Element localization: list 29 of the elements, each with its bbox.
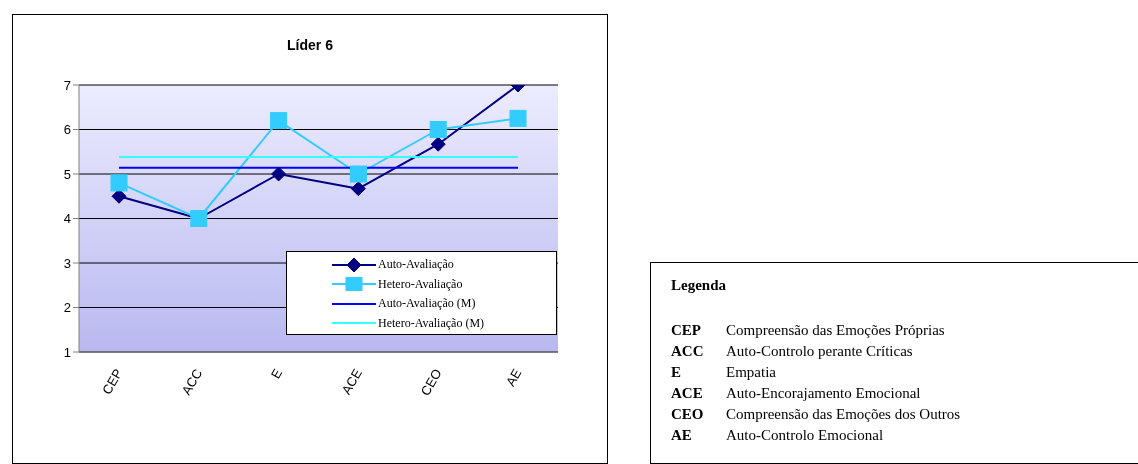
x-tick-label: AE	[502, 365, 525, 389]
legend-label: Hetero-Avaliação (M)	[378, 315, 485, 331]
point	[271, 166, 287, 182]
legend-label: Auto-Avaliação	[378, 257, 454, 273]
text: CEP Compreensão das Emoções Próprias	[671, 322, 945, 338]
point	[430, 136, 446, 152]
y-tick-label: 4	[63, 211, 71, 227]
y-tick-label: 2	[63, 300, 71, 316]
text: Legenda	[671, 277, 727, 294]
text: CEO Compreensão das Emoções dos Outros	[671, 406, 961, 422]
text: ACC Auto-Controlo perante Críticas	[671, 343, 913, 359]
point	[429, 121, 447, 138]
point	[350, 181, 366, 197]
y-tick-label: 1	[63, 344, 71, 360]
x-tick-label: E	[267, 365, 286, 382]
point	[270, 112, 288, 130]
point	[110, 174, 128, 192]
text: ACE Auto-Encorajamento Emocional	[671, 385, 921, 401]
chart-title: Líder 6	[286, 37, 334, 53]
text: E Empatia	[671, 364, 776, 380]
text: AE Auto-Controlo Emocional	[671, 427, 884, 443]
y-tick-label: 7	[63, 77, 71, 93]
legend-label: Auto-Avaliação (M)	[378, 296, 476, 312]
legend-label: Hetero-Avaliação	[378, 276, 463, 292]
point	[349, 165, 367, 183]
point	[509, 109, 527, 127]
y-tick-label: 5	[63, 166, 71, 182]
y-tick-label: 3	[63, 255, 71, 271]
y-tick-label: 6	[63, 122, 71, 138]
